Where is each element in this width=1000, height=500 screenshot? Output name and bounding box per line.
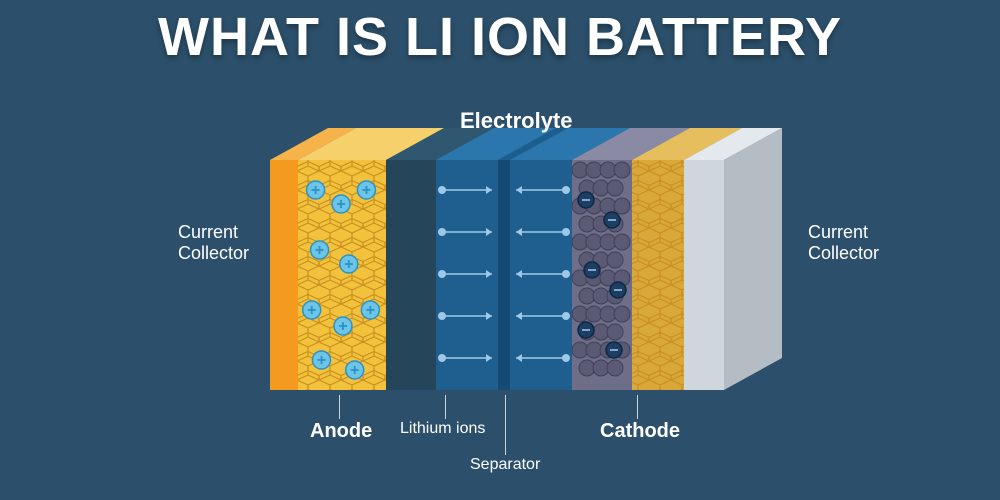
callout-tick: [637, 395, 638, 419]
label-current-collector-right: Current Collector: [808, 222, 879, 264]
label-separator: Separator: [470, 456, 540, 474]
label-cathode: Cathode: [600, 420, 680, 443]
callout-tick: [445, 395, 446, 419]
layer-cathode-collector: [684, 128, 782, 390]
label-lithium-ions: Lithium ions: [400, 420, 485, 438]
label-electrolyte: Electrolyte: [460, 108, 573, 134]
callout-tick: [505, 395, 506, 455]
label-anode: Anode: [310, 420, 372, 443]
label-current-collector-left: Current Collector: [178, 222, 249, 264]
callout-tick: [339, 395, 340, 419]
